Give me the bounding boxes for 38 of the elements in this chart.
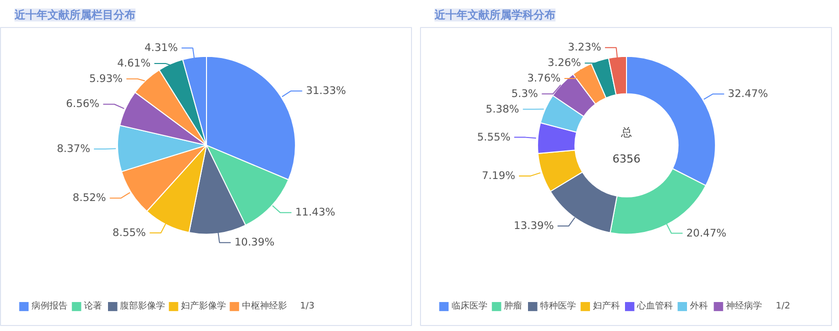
text: 1/2	[776, 302, 790, 312]
legend-label: 肿瘤	[504, 300, 522, 312]
data-label: 4.31%	[144, 42, 178, 54]
data-label: 10.39%	[234, 236, 275, 249]
data-label: 5.93%	[89, 72, 123, 85]
data-label: 31.33%	[306, 84, 346, 97]
legend-label: 外科	[690, 300, 708, 312]
legend-label: 神经病学	[726, 300, 762, 312]
data-label: 5.38%	[486, 103, 520, 116]
legend-label: 腹部影像学	[120, 300, 166, 312]
data-label: 3.23%	[568, 42, 602, 54]
data-label: 8.37%	[56, 142, 90, 155]
chart-title: 近十年文献所属学科分布	[434, 8, 556, 22]
data-label: 8.52%	[72, 192, 106, 204]
data-label: 11.43%	[295, 206, 336, 219]
legend-label: 病例报告	[31, 300, 68, 312]
data-label: 5.3%	[511, 88, 538, 100]
legend-label: 论著	[84, 300, 102, 312]
data-label: 5.55%	[477, 131, 510, 144]
data-label: 3.26%	[548, 57, 582, 70]
data-label: 13.39%	[514, 220, 554, 232]
chart-title: 近十年文献所属栏目分布	[14, 8, 136, 22]
data-label: 32.47%	[728, 88, 768, 100]
data-label: 3.76%	[527, 72, 561, 84]
legend-label: 临床医学	[451, 300, 488, 312]
data-label: 8.55%	[112, 226, 146, 239]
legend-label: 中枢神经影	[242, 300, 287, 312]
data-label: 7.19%	[482, 170, 516, 182]
data-label: 20.47%	[686, 227, 726, 240]
text: 1/3	[300, 302, 314, 312]
legend-label: 特种医学	[540, 300, 576, 312]
data-label: 6.56%	[66, 98, 100, 110]
text: 总	[620, 126, 632, 140]
text: 6356	[612, 152, 641, 166]
legend-label: 妇产影像学	[181, 300, 226, 312]
legend-label: 妇产科	[592, 300, 620, 312]
legend-label: 心血管科	[636, 300, 674, 312]
data-label: 4.61%	[117, 57, 151, 70]
